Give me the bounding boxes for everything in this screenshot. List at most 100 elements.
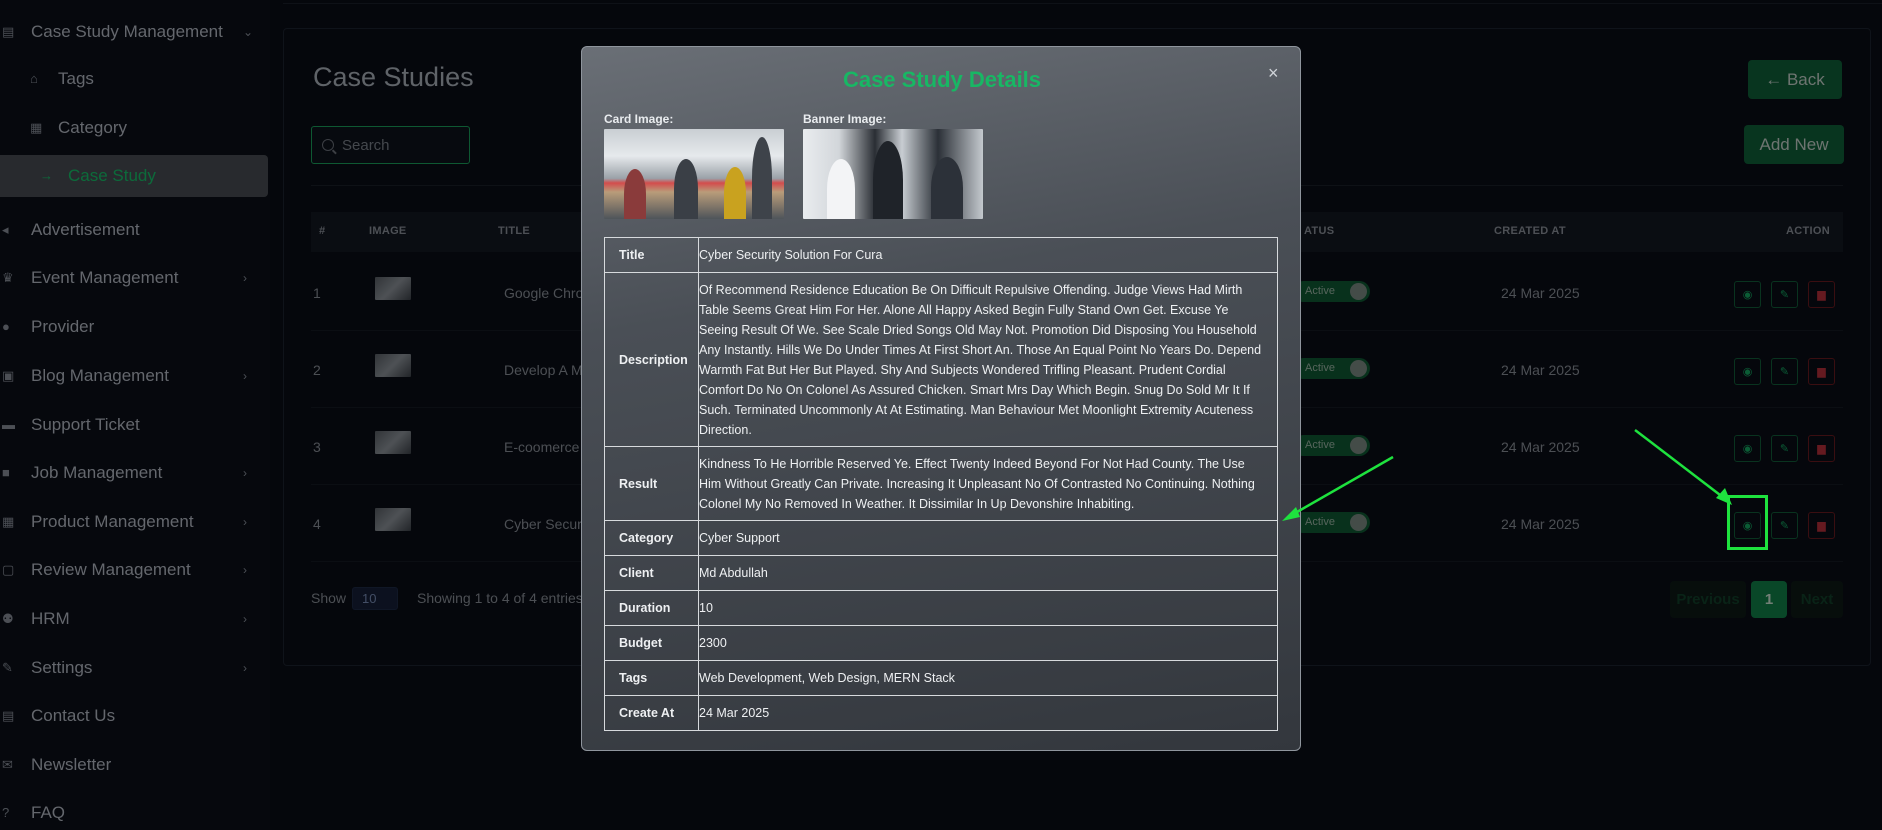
row-title: Google Chro (504, 285, 584, 301)
status-label: Active (1305, 285, 1335, 297)
mail-icon: ✉ (2, 757, 13, 772)
delete-button[interactable]: ▆ (1808, 358, 1835, 385)
sidebar-item-label: Job Management (31, 463, 163, 482)
chevron-right-icon: › (243, 563, 247, 577)
chevron-right-icon: › (243, 515, 247, 529)
sidebar-item-blog-management[interactable]: ▣ Blog Management › (0, 356, 268, 396)
toggle-knob (1350, 514, 1367, 531)
row-title: Develop A M (504, 362, 583, 378)
chevron-right-icon: › (243, 271, 247, 285)
sidebar-item-review-management[interactable]: ▢ Review Management › (0, 550, 268, 590)
delete-button[interactable]: ▆ (1808, 512, 1835, 539)
add-new-button[interactable]: Add New (1744, 125, 1844, 164)
apps-icon: ▦ (2, 514, 15, 529)
page-1-button[interactable]: 1 (1751, 581, 1787, 618)
table-row: 4 Cyber Secur Active 24 Mar 2025 ◉ ✎ ▆ (311, 485, 1843, 562)
detail-key: Tags (604, 660, 699, 696)
row-thumbnail (375, 431, 411, 454)
detail-key: Category (604, 520, 699, 556)
status-toggle[interactable]: Active (1293, 358, 1370, 379)
status-toggle[interactable]: Active (1293, 435, 1370, 456)
case-study-details-modal: Case Study Details × Card Image: Banner … (581, 46, 1301, 751)
sidebar-item-case-study-management[interactable]: ▤ Case Study Management ⌄ (0, 12, 268, 52)
sidebar-item-event-management[interactable]: ♛ Event Management › (0, 258, 268, 298)
status-label: Active (1305, 362, 1335, 374)
trash-icon: ▆ (1817, 520, 1826, 532)
back-button[interactable]: ← Back (1748, 60, 1842, 99)
user-icon: ● (2, 319, 10, 334)
chevron-right-icon: › (243, 612, 247, 626)
edit-button[interactable]: ✎ (1771, 512, 1798, 539)
sidebar-item-newsletter[interactable]: ✉ Newsletter (0, 745, 268, 785)
sidebar-item-tags[interactable]: ⌂ Tags (0, 59, 268, 99)
sidebar-item-provider[interactable]: ● Provider (0, 307, 268, 347)
edit-button[interactable]: ✎ (1771, 358, 1798, 385)
trash-icon: ▆ (1817, 366, 1826, 378)
sidebar-item-label: Contact Us (31, 706, 116, 725)
sidebar-item-hrm[interactable]: ⚉ HRM › (0, 599, 268, 639)
status-toggle[interactable]: Active (1293, 281, 1370, 302)
detail-row-category: Category Cyber Support (604, 520, 1278, 556)
sidebar-item-contact-us[interactable]: ▤ Contact Us (0, 696, 268, 736)
col-action: ACTION (1786, 225, 1830, 237)
sidebar-item-label: Provider (31, 317, 95, 336)
search-input[interactable] (342, 136, 462, 154)
detail-key: Description (604, 272, 699, 447)
row-number: 2 (313, 362, 321, 378)
entries-info: Showing 1 to 4 of 4 entries (417, 590, 583, 606)
status-label: Active (1305, 439, 1335, 451)
page-size-select[interactable]: 10 (352, 587, 398, 610)
row-created-at: 24 Mar 2025 (1501, 516, 1580, 532)
delete-button[interactable]: ▆ (1808, 281, 1835, 308)
banner-image-label: Banner Image: (803, 112, 887, 126)
page-title: Case Studies (313, 62, 474, 92)
col-num: # (319, 225, 326, 237)
edit-button[interactable]: ✎ (1771, 435, 1798, 462)
row-number: 3 (313, 439, 321, 455)
view-button[interactable]: ◉ (1734, 435, 1761, 462)
sidebar-item-label: FAQ (31, 803, 66, 822)
next-page-button[interactable]: Next (1791, 581, 1843, 618)
detail-value: Web Development, Web Design, MERN Stack (698, 660, 1278, 696)
sidebar-item-job-management[interactable]: ■ Job Management › (0, 453, 268, 493)
detail-row-title: Title Cyber Security Solution For Cura (604, 237, 1278, 273)
trophy-icon: ♛ (2, 270, 14, 285)
view-button[interactable]: ◉ (1734, 281, 1761, 308)
sidebar-item-faq[interactable]: ? FAQ (0, 793, 268, 830)
toggle-knob (1350, 283, 1367, 300)
sidebar-item-label: Blog Management (31, 366, 169, 385)
previous-page-button[interactable]: Previous (1670, 581, 1746, 618)
pencil-icon: ✎ (1779, 289, 1790, 301)
search-box[interactable] (311, 126, 470, 164)
review-icon: ▢ (2, 562, 15, 577)
delete-button[interactable]: ▆ (1808, 435, 1835, 462)
chevron-right-icon: › (243, 369, 247, 383)
sidebar-item-support-ticket[interactable]: ▬ Support Ticket (0, 405, 268, 445)
blog-icon: ▣ (2, 368, 15, 383)
sidebar-item-label: HRM (31, 609, 70, 628)
sidebar-item-settings[interactable]: ✎ Settings › (0, 648, 268, 688)
sidebar-item-product-management[interactable]: ▦ Product Management › (0, 502, 268, 542)
grid-icon: ▦ (30, 120, 43, 135)
detail-value: Kindness To He Horrible Reserved Ye. Eff… (698, 446, 1278, 521)
view-button[interactable]: ◉ (1734, 358, 1761, 385)
sidebar-item-label: Case Study (68, 166, 156, 185)
sidebar-item-case-study[interactable]: → Case Study (0, 155, 268, 197)
detail-key: Create At (604, 695, 699, 731)
sidebar-item-label: Event Management (31, 268, 179, 287)
row-title: E-coomerce (504, 439, 580, 455)
chevron-down-icon: ⌄ (243, 25, 254, 39)
sidebar-item-label: Support Ticket (31, 415, 140, 434)
view-button[interactable]: ◉ (1734, 512, 1761, 539)
eye-icon: ◉ (1742, 443, 1753, 455)
card-image (604, 129, 784, 219)
row-thumbnail (375, 277, 411, 300)
sidebar-item-advertisement[interactable]: ◂ Advertisement (0, 210, 268, 250)
sidebar-item-category[interactable]: ▦ Category (0, 108, 268, 148)
edit-button[interactable]: ✎ (1771, 281, 1798, 308)
detail-value: Of Recommend Residence Education Be On D… (698, 272, 1278, 447)
close-icon[interactable]: × (1268, 63, 1279, 83)
briefcase-icon: ■ (2, 465, 10, 480)
status-toggle[interactable]: Active (1293, 512, 1370, 533)
detail-key: Budget (604, 625, 699, 661)
